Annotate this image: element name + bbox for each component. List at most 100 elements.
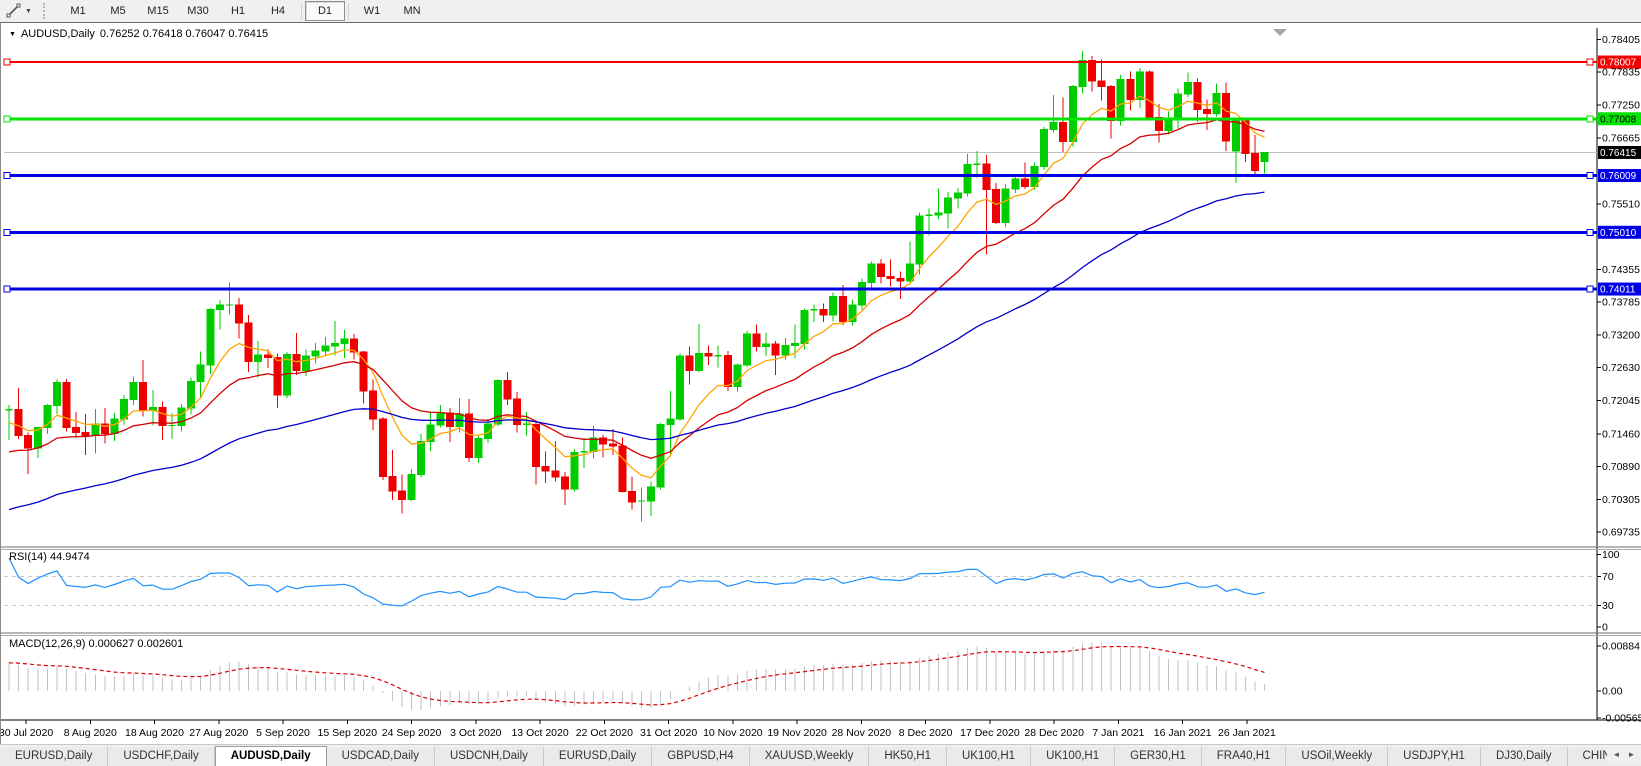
candle-body [1020, 178, 1029, 187]
chart-tab-usdchf-daily[interactable]: USDCHF,Daily [108, 747, 215, 766]
candle-body [177, 407, 186, 426]
timeframe-button-h1[interactable]: H1 [230, 5, 246, 17]
candle-body [685, 355, 694, 371]
candle-body [857, 281, 866, 306]
chart-shift-marker-icon[interactable] [1273, 29, 1287, 36]
date-tick-label: 18 Aug 2020 [125, 727, 184, 739]
timeframe-button-m1[interactable]: M1 [70, 5, 86, 17]
candle-body [742, 333, 751, 366]
tab-scroll-left-icon[interactable]: ◄ [1612, 750, 1621, 759]
candle-body [81, 431, 90, 437]
chart-tab-uk100-h1[interactable]: UK100,H1 [947, 747, 1032, 766]
date-tick-label: 16 Jan 2021 [1154, 727, 1212, 739]
candle-body [934, 212, 943, 216]
price-marker-label: 0.77008 [1600, 114, 1637, 125]
candle-body [263, 354, 272, 358]
candle-body [838, 295, 847, 322]
candle-body [608, 443, 617, 447]
chart-tab-audusd-daily[interactable]: AUDUSD,Daily [214, 746, 327, 766]
level-handle[interactable] [1586, 228, 1594, 236]
chart-tab-uk100-h1[interactable]: UK100,H1 [1031, 747, 1116, 766]
chart-tab-usdjpy-h1[interactable]: USDJPY,H1 [1388, 747, 1481, 766]
chart-tab-dj30-daily[interactable]: DJ30,Daily [1480, 747, 1568, 766]
level-handle[interactable] [3, 285, 11, 293]
rsi-series [8, 557, 1265, 607]
candle-body [790, 343, 799, 346]
toolbar-dropdown-icon[interactable]: ▼ [25, 7, 32, 15]
timeframe-button-m30[interactable]: M30 [187, 5, 209, 17]
candle-body [1011, 178, 1020, 190]
chart-tab-hk50-h1[interactable]: HK50,H1 [869, 747, 947, 766]
level-handle[interactable] [3, 172, 11, 180]
timeframe-toolbar: ▼ M1 M5 M15 M30 H1 H4 D1 W1 MN [0, 0, 1641, 23]
price-tick-label: 0.69735 [1602, 526, 1640, 538]
candle-body [541, 465, 550, 472]
chart-tab-usdcnh-daily[interactable]: USDCNH,Daily [434, 747, 544, 766]
chart-tab-eurusd-daily[interactable]: EURUSD,Daily [543, 747, 653, 766]
candle-body [215, 304, 224, 311]
date-tick-label: 5 Sep 2020 [256, 727, 310, 739]
candle-body [311, 350, 320, 357]
candle-body [675, 355, 684, 420]
candle-body [723, 355, 732, 387]
candle-body [1068, 85, 1077, 142]
level-handle[interactable] [3, 228, 11, 236]
moving-averages [8, 95, 1265, 511]
price-tick-label: 0.73785 [1602, 296, 1640, 308]
price-tick-label: 0.77835 [1602, 66, 1640, 78]
level-handle[interactable] [3, 58, 11, 66]
candle-body [771, 343, 780, 356]
price-marker-label: 0.76009 [1600, 171, 1637, 182]
chart-tab-fra40-h1[interactable]: FRA40,H1 [1201, 747, 1287, 766]
chart-ohlc-values: 0.76252 0.76418 0.76047 0.76415 [99, 28, 269, 40]
date-tick-label: 19 Nov 2020 [767, 727, 827, 739]
price-marker-box [1598, 145, 1641, 159]
candle-body [426, 424, 435, 442]
candle-body [43, 405, 52, 429]
level-handle[interactable] [1586, 58, 1594, 66]
line-studies-icon[interactable] [3, 2, 25, 20]
chart-tab-gbpusd-h4[interactable]: GBPUSD,H4 [652, 747, 750, 766]
chart-tab-usoil-weekly[interactable]: USOil,Weekly [1286, 747, 1389, 766]
candle-body [992, 189, 1001, 224]
chart-tab-usdcad-daily[interactable]: USDCAD,Daily [326, 747, 435, 766]
candle-body [695, 352, 704, 371]
candle-body [627, 490, 636, 503]
candle-body [953, 192, 962, 199]
candle-body [235, 304, 244, 324]
level-handle[interactable] [1586, 172, 1594, 180]
timeframe-button-w1[interactable]: W1 [363, 5, 381, 17]
candle-body [1164, 118, 1173, 132]
timeframe-button-d1[interactable]: D1 [305, 1, 345, 21]
candle-body [407, 473, 416, 500]
price-tick-label: 0.71460 [1602, 428, 1640, 440]
candle-body [417, 440, 426, 475]
candle-body [158, 406, 167, 426]
timeframe-button-m5[interactable]: M5 [110, 5, 126, 17]
date-tick-label: 22 Oct 2020 [576, 727, 633, 739]
chart-tab-ger30-h1[interactable]: GER30,H1 [1115, 747, 1202, 766]
candle-body [436, 412, 445, 426]
candle-body [292, 353, 301, 371]
rsi-axis-label: 30 [1602, 600, 1614, 612]
price-marker-box [1598, 169, 1641, 183]
price-marker-label: 0.76415 [1600, 148, 1637, 159]
candle-body [944, 197, 953, 214]
candle-body [819, 309, 828, 316]
level-handle[interactable] [1586, 285, 1594, 293]
candle-body [206, 309, 215, 366]
candle-body [560, 476, 569, 490]
price-marker-box [1598, 55, 1641, 69]
price-marker-box [1598, 112, 1641, 126]
candle-body [1183, 81, 1192, 95]
level-handle[interactable] [3, 115, 11, 123]
timeframe-button-mn[interactable]: MN [403, 5, 421, 17]
timeframe-button-m15[interactable]: M15 [147, 5, 169, 17]
candle-body [647, 486, 656, 502]
level-handle[interactable] [1586, 115, 1594, 123]
chart-tab-xauusd-weekly[interactable]: XAUUSD,Weekly [749, 747, 870, 766]
price-tick-label: 0.78405 [1602, 34, 1640, 46]
timeframe-button-h4[interactable]: H4 [270, 5, 286, 17]
chart-tab-eurusd-daily[interactable]: EURUSD,Daily [0, 747, 109, 766]
tab-scroll-right-icon[interactable]: ► [1627, 750, 1636, 759]
